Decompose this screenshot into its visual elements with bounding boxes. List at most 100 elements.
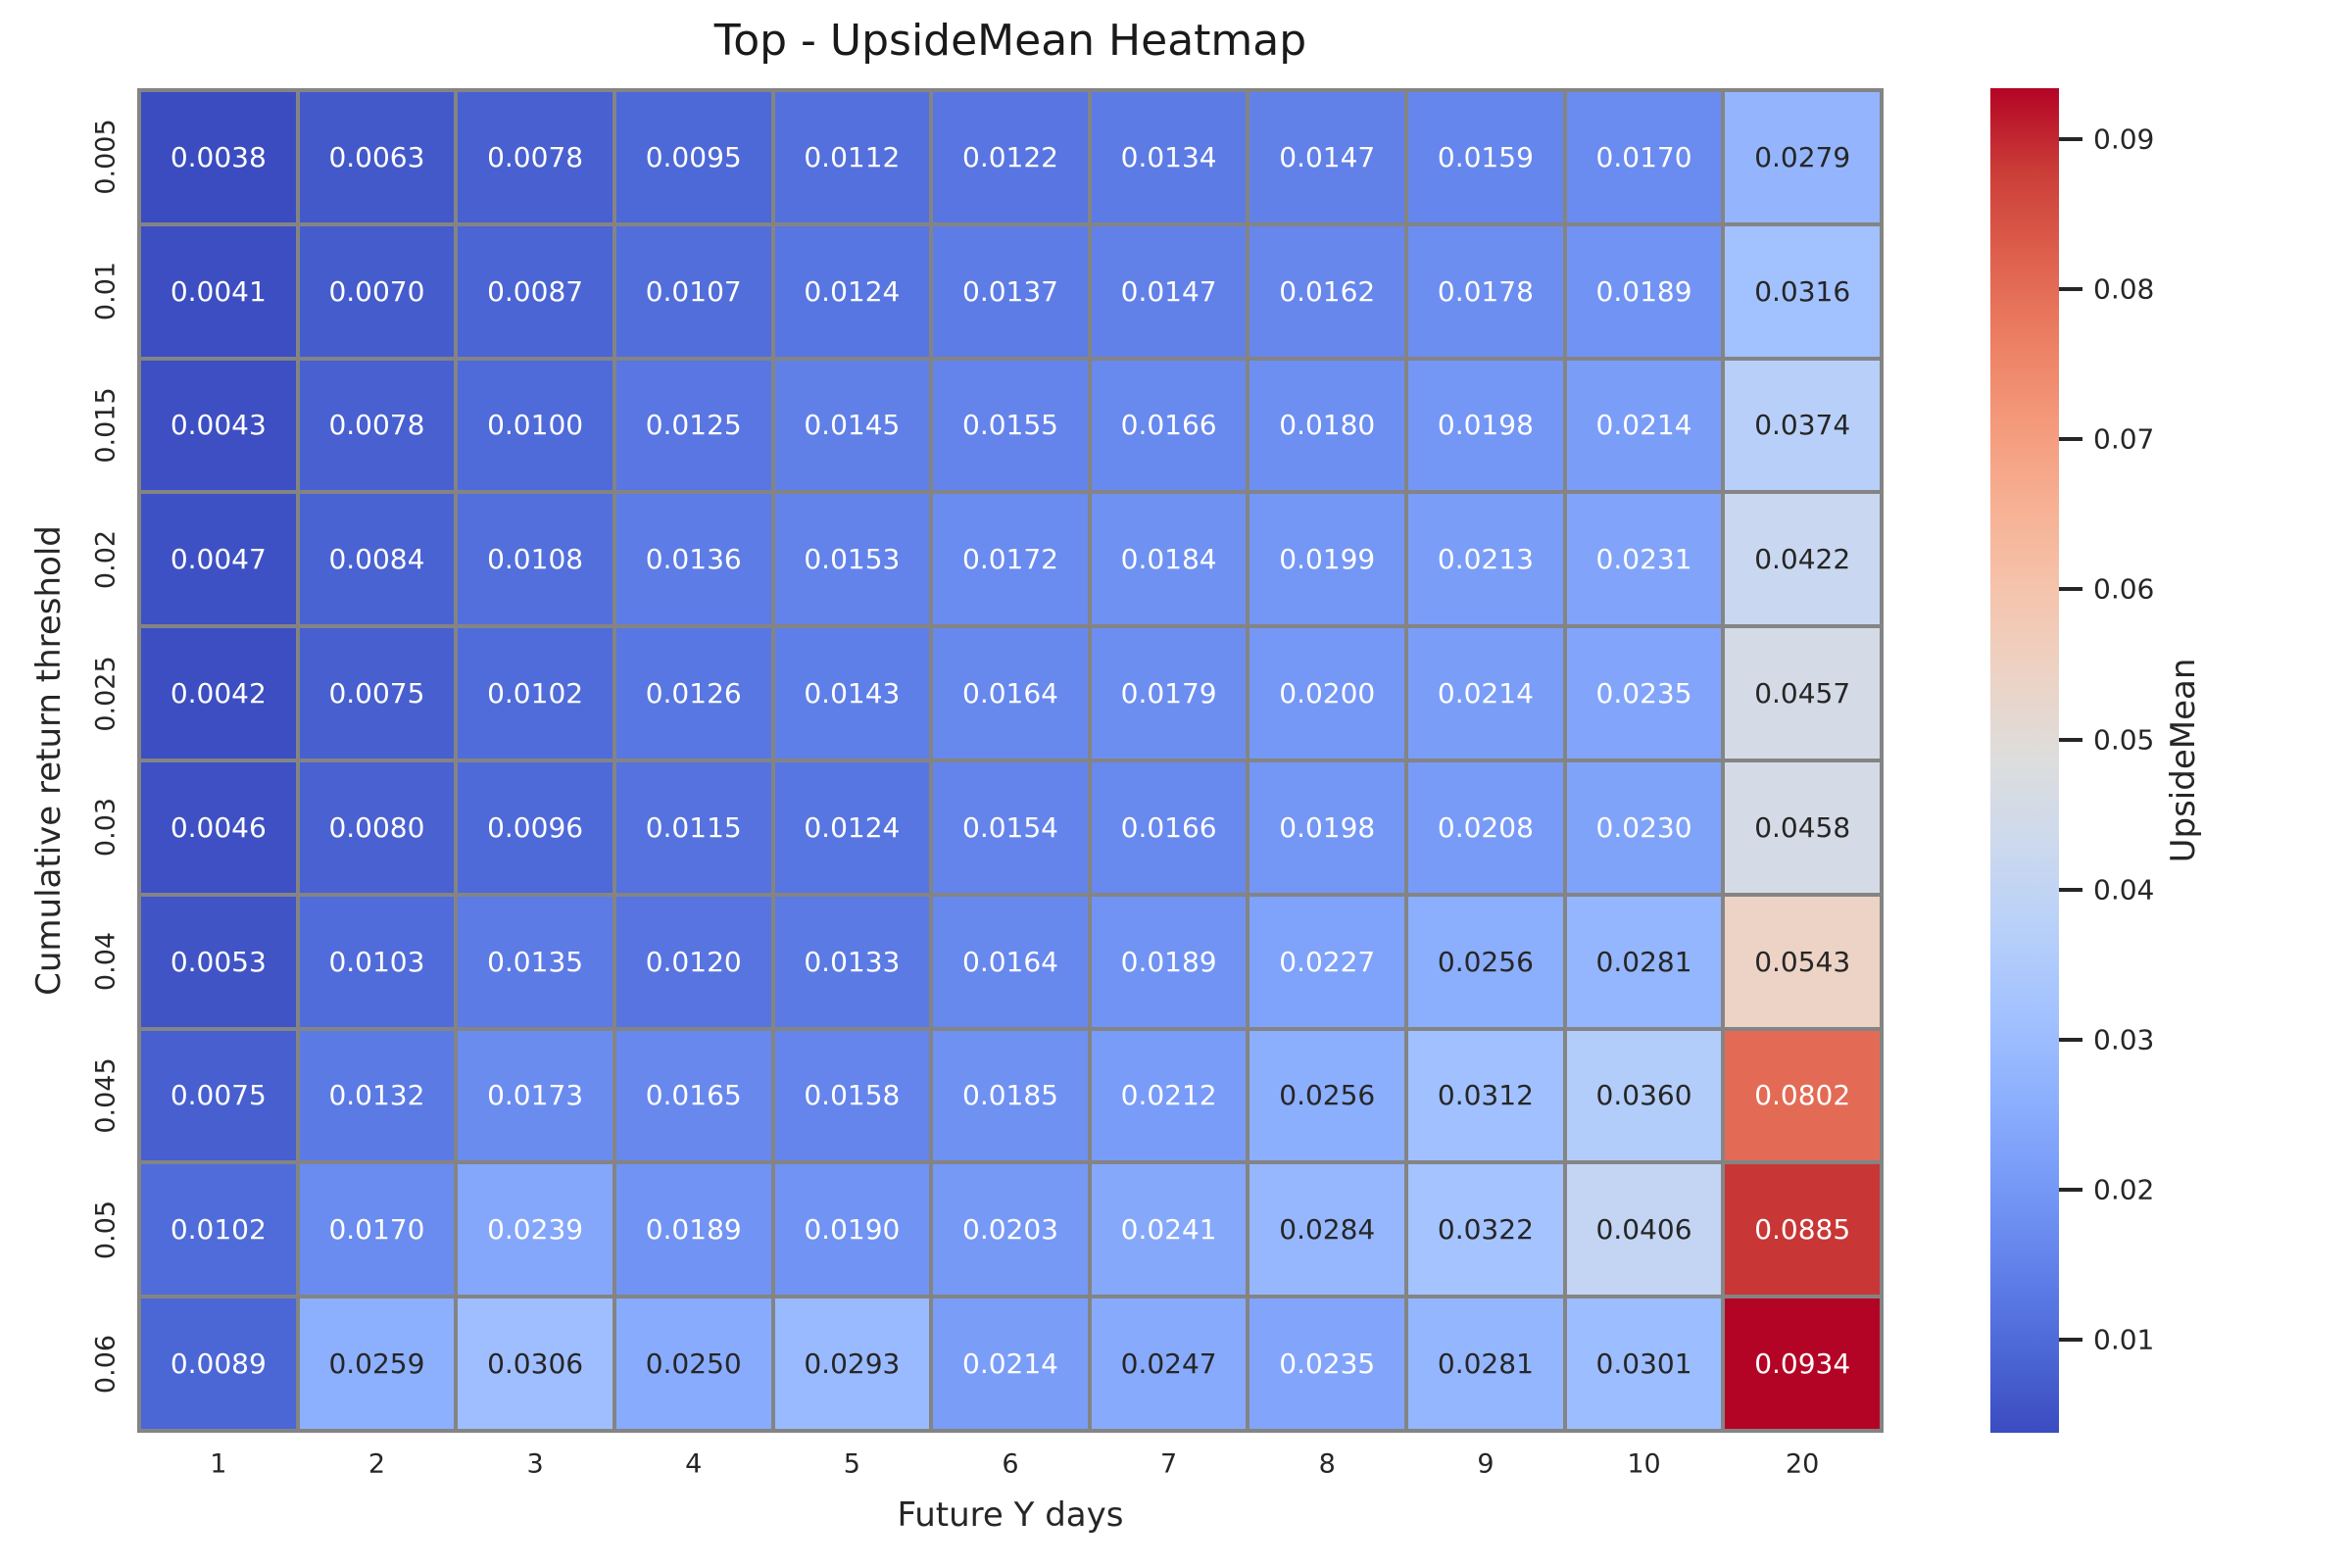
heatmap-cell-r10-c1: 0.0089 [141,1298,296,1429]
heatmap-cell-r9-c8: 0.0284 [1250,1164,1405,1296]
colorbar-tick-mark-0.09 [2059,137,2082,142]
heatmap-grid: 0.0038 0.0063 0.0078 0.0095 0.0112 0.0122 0.01… [137,88,1884,1433]
heatmap-cell-r4-c6: 0.0172 [933,494,1088,625]
heatmap-cell-r8-c7: 0.0212 [1091,1030,1247,1161]
heatmap-cell-r5-c11: 0.0457 [1725,628,1880,759]
colorbar-tick-mark-0.02 [2059,1187,2082,1192]
heatmap-cell-r9-c11: 0.0885 [1725,1164,1880,1296]
heatmap-cell-r6-c11: 0.0458 [1725,762,1880,893]
heatmap-cell-r5-c7: 0.0179 [1091,628,1247,759]
heatmap-cell-r3-c9: 0.0198 [1408,360,1563,491]
heatmap-cell-r5-c9: 0.0214 [1408,628,1563,759]
chart-title: Top - UpsideMean Heatmap [713,16,1307,66]
heatmap-cell-r2-c11: 0.0316 [1725,225,1880,357]
heatmap-cell-r2-c9: 0.0178 [1408,225,1563,357]
colorbar-tick-label-0.02: 0.02 [2093,1173,2155,1206]
heatmap-cell-r1-c7: 0.0134 [1091,92,1247,222]
heatmap-cell-r4-c7: 0.0184 [1091,494,1247,625]
colorbar-gradient [1990,88,2059,1433]
y-tick-0.06: 0.06 [90,1334,122,1394]
heatmap-cell-r9-c9: 0.0322 [1408,1164,1563,1296]
x-tick-1: 1 [210,1448,227,1480]
heatmap-cell-r3-c3: 0.0100 [458,360,612,491]
heatmap-cell-r10-c6: 0.0214 [933,1298,1088,1429]
heatmap-cell-r8-c3: 0.0173 [458,1030,612,1161]
colorbar-tick-label-0.08: 0.08 [2093,272,2155,306]
heatmap-cell-r4-c3: 0.0108 [458,494,612,625]
x-tick-7: 7 [1160,1448,1178,1480]
heatmap-cell-r8-c10: 0.0360 [1566,1030,1722,1161]
colorbar-tick-mark-0.04 [2059,887,2082,892]
heatmap-cell-r5-c1: 0.0042 [141,628,296,759]
heatmap-cell-r1-c2: 0.0063 [299,92,455,222]
colorbar-tick-label-0.04: 0.04 [2093,873,2155,906]
heatmap-cell-r8-c2: 0.0132 [299,1030,455,1161]
heatmap-cell-r1-c3: 0.0078 [458,92,612,222]
colorbar-tick-mark-0.08 [2059,287,2082,292]
heatmap-cell-r6-c9: 0.0208 [1408,762,1563,893]
heatmap-cell-r5-c4: 0.0126 [615,628,771,759]
heatmap-cell-r5-c3: 0.0102 [458,628,612,759]
y-tick-0.05: 0.05 [90,1200,122,1259]
heatmap-cell-r8-c6: 0.0185 [933,1030,1088,1161]
heatmap-cell-r3-c7: 0.0166 [1091,360,1247,491]
heatmap-cell-r3-c4: 0.0125 [615,360,771,491]
colorbar-tick-label-0.03: 0.03 [2093,1023,2155,1056]
colorbar-tick-label-0.05: 0.05 [2093,723,2155,757]
heatmap-cell-r8-c1: 0.0075 [141,1030,296,1161]
heatmap-cell-r6-c4: 0.0115 [615,762,771,893]
heatmap-cell-r2-c8: 0.0162 [1250,225,1405,357]
colorbar-tick-mark-0.06 [2059,587,2082,592]
colorbar-tick-label-0.06: 0.06 [2093,572,2155,606]
heatmap-cell-r2-c7: 0.0147 [1091,225,1247,357]
heatmap-cell-r9-c5: 0.0190 [774,1164,930,1296]
y-tick-0.005: 0.005 [90,119,122,196]
colorbar-tick-label-0.01: 0.01 [2093,1323,2155,1356]
heatmap-cell-r6-c7: 0.0166 [1091,762,1247,893]
heatmap-cell-r9-c2: 0.0170 [299,1164,455,1296]
heatmap-cell-r4-c1: 0.0047 [141,494,296,625]
x-axis-label: Future Y days [897,1495,1124,1535]
y-tick-0.015: 0.015 [90,387,122,464]
heatmap-cell-r9-c3: 0.0239 [458,1164,612,1296]
heatmap-cell-r1-c6: 0.0122 [933,92,1088,222]
y-tick-0.03: 0.03 [90,798,122,858]
heatmap-cell-r8-c5: 0.0158 [774,1030,930,1161]
colorbar-tick-mark-0.07 [2059,437,2082,442]
heatmap-cell-r4-c10: 0.0231 [1566,494,1722,625]
heatmap-cell-r6-c2: 0.0080 [299,762,455,893]
heatmap-cell-r6-c6: 0.0154 [933,762,1088,893]
heatmap-cell-r10-c4: 0.0250 [615,1298,771,1429]
heatmap-cell-r1-c1: 0.0038 [141,92,296,222]
y-axis-label: Cumulative return threshold [29,525,69,996]
heatmap-cell-r9-c7: 0.0241 [1091,1164,1247,1296]
heatmap-cell-r2-c3: 0.0087 [458,225,612,357]
heatmap-cell-r5-c6: 0.0164 [933,628,1088,759]
heatmap-cell-r10-c2: 0.0259 [299,1298,455,1429]
colorbar-tick-mark-0.05 [2059,737,2082,742]
heatmap-cell-r1-c10: 0.0170 [1566,92,1722,222]
heatmap-cell-r9-c10: 0.0406 [1566,1164,1722,1296]
heatmap-cell-r1-c5: 0.0112 [774,92,930,222]
heatmap-cell-r9-c4: 0.0189 [615,1164,771,1296]
heatmap-cell-r3-c6: 0.0155 [933,360,1088,491]
x-tick-8: 8 [1318,1448,1336,1480]
heatmap-cell-r2-c5: 0.0124 [774,225,930,357]
heatmap-cell-r5-c5: 0.0143 [774,628,930,759]
heatmap-cell-r10-c10: 0.0301 [1566,1298,1722,1429]
x-tick-20: 20 [1785,1448,1820,1480]
y-tick-0.01: 0.01 [90,262,122,321]
heatmap-cell-r2-c1: 0.0041 [141,225,296,357]
heatmap-cell-r2-c2: 0.0070 [299,225,455,357]
heatmap-cell-r6-c10: 0.0230 [1566,762,1722,893]
heatmap-cell-r1-c8: 0.0147 [1250,92,1405,222]
heatmap-cell-r8-c11: 0.0802 [1725,1030,1880,1161]
x-tick-9: 9 [1477,1448,1494,1480]
heatmap-cell-r2-c6: 0.0137 [933,225,1088,357]
y-tick-0.025: 0.025 [90,655,122,732]
colorbar-tick-mark-0.01 [2059,1338,2082,1343]
heatmap-cell-r7-c5: 0.0133 [774,896,930,1027]
heatmap-cell-r3-c10: 0.0214 [1566,360,1722,491]
y-tick-0.02: 0.02 [90,529,122,589]
